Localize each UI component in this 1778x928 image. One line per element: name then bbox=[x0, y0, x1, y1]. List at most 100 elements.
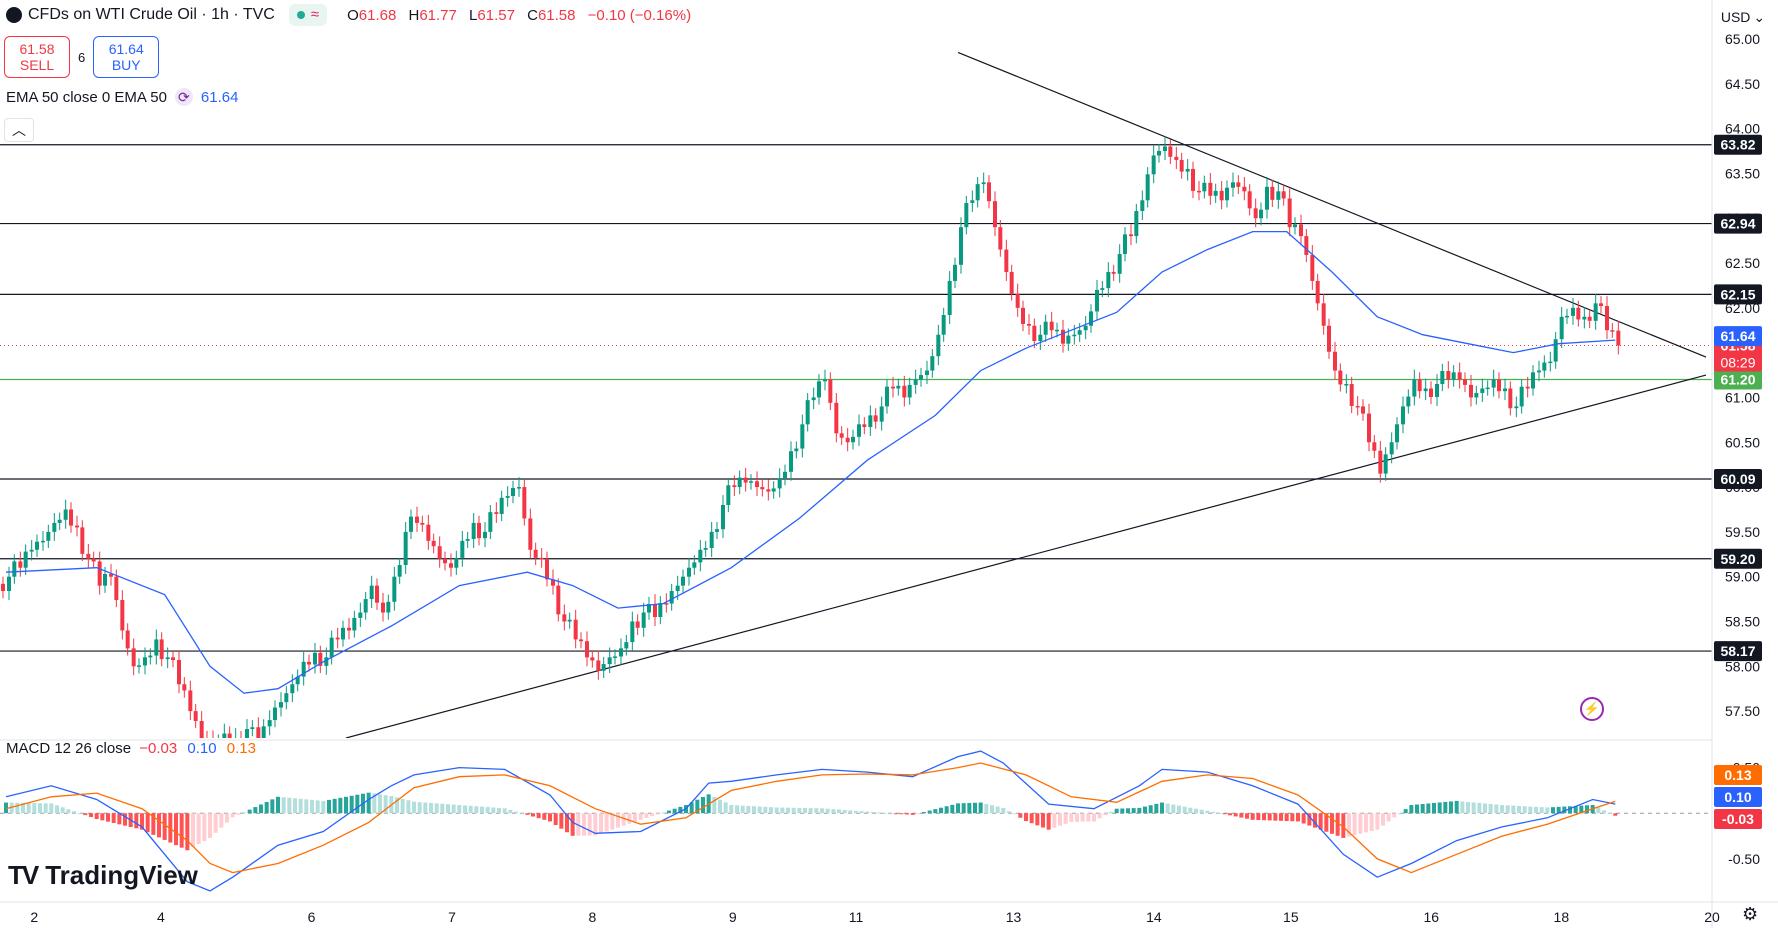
candle-body bbox=[777, 478, 782, 489]
macd-histogram-bar bbox=[859, 811, 864, 814]
candle-body bbox=[7, 576, 11, 592]
macd-histogram-bar bbox=[287, 797, 292, 814]
candle-body bbox=[1519, 386, 1524, 407]
candle-body bbox=[987, 182, 991, 202]
candle-body bbox=[1293, 224, 1297, 228]
macd-histogram-bar bbox=[332, 798, 337, 814]
symbol-title[interactable]: CFDs on WTI Crude Oil · 1h · TVC bbox=[28, 6, 275, 23]
candle-body bbox=[1457, 372, 1462, 380]
candle-body bbox=[970, 200, 975, 203]
macd-histogram-bar bbox=[1386, 813, 1391, 822]
collapse-legend-button[interactable]: ︿ bbox=[4, 118, 34, 142]
macd-histogram-bar bbox=[293, 798, 297, 814]
macd-histogram-bar bbox=[1500, 805, 1504, 814]
macd-line bbox=[5, 750, 1616, 892]
candle-body bbox=[800, 424, 805, 449]
currency-selector[interactable]: USD ⌄ bbox=[1714, 6, 1772, 28]
candle-body bbox=[1111, 271, 1116, 274]
price-tick-label: 58.00 bbox=[1725, 658, 1760, 674]
macd-histogram-bar bbox=[627, 813, 632, 824]
macd-histogram-bar bbox=[774, 807, 779, 814]
candle-body bbox=[1276, 191, 1281, 200]
chart-header: CFDs on WTI Crude Oil · 1h · TVC ≈ O61.6… bbox=[0, 0, 699, 30]
macd-histogram-bar bbox=[939, 807, 943, 814]
macd-histogram-bar bbox=[497, 807, 501, 814]
candle-body bbox=[1412, 379, 1417, 397]
macd-histogram-bar bbox=[463, 805, 467, 814]
candle-body bbox=[318, 652, 323, 666]
macd-panel bbox=[0, 750, 1712, 892]
trendline bbox=[345, 374, 1707, 738]
macd-histogram-bar bbox=[468, 805, 473, 814]
candle-body bbox=[1485, 387, 1490, 390]
candle-body bbox=[1287, 198, 1292, 228]
macd-histogram-bar bbox=[185, 813, 190, 851]
sell-button[interactable]: 61.58 SELL bbox=[4, 36, 70, 78]
macd-histogram-bar bbox=[1120, 808, 1125, 814]
candle-body bbox=[1491, 379, 1496, 388]
open-label: O bbox=[347, 6, 359, 24]
macd-histogram-bar bbox=[1466, 801, 1470, 814]
macd-histogram-bar bbox=[1052, 813, 1057, 828]
candle-body bbox=[998, 227, 1003, 250]
candle-body bbox=[721, 504, 725, 530]
refresh-icon[interactable]: ⟳ bbox=[174, 88, 193, 106]
ema-legend[interactable]: EMA 50 close 0 EMA 50 ⟳ 61.64 bbox=[6, 88, 238, 106]
macd-histogram-bar bbox=[1551, 807, 1555, 814]
candle-body bbox=[1038, 334, 1043, 341]
candle-body bbox=[1548, 361, 1553, 364]
macd-histogram-bar bbox=[525, 813, 530, 815]
macd-histogram-bar bbox=[1352, 813, 1357, 836]
candle-body bbox=[465, 539, 470, 541]
candle-body bbox=[347, 627, 351, 631]
candle-body bbox=[1559, 316, 1564, 340]
candle-body bbox=[494, 512, 499, 514]
market-status-badge[interactable]: ≈ bbox=[288, 4, 328, 26]
macd-histogram-bar bbox=[1358, 813, 1363, 834]
gear-icon[interactable]: ⚙ bbox=[1742, 904, 1759, 924]
macd-histogram-bar bbox=[230, 813, 235, 818]
macd-histogram-bar bbox=[1568, 806, 1572, 814]
trendline bbox=[957, 51, 1707, 358]
macd-histogram-bar bbox=[1517, 805, 1521, 814]
macd-histogram-bar bbox=[89, 813, 93, 818]
macd-histogram-bar bbox=[638, 813, 643, 820]
tradingview-mark-icon: TV bbox=[8, 860, 39, 890]
candle-body bbox=[1537, 370, 1541, 373]
macd-histogram-bar bbox=[616, 813, 620, 828]
macd-histogram-bar bbox=[1335, 813, 1340, 836]
candle-body bbox=[562, 614, 567, 622]
candle-body bbox=[692, 562, 697, 568]
candle-body bbox=[964, 202, 969, 228]
candle-body bbox=[607, 657, 612, 665]
macd-histogram-bar bbox=[1324, 813, 1329, 832]
macd-histogram-bar bbox=[1273, 813, 1278, 821]
macd-histogram-bar bbox=[514, 811, 518, 814]
low-value: 61.57 bbox=[477, 6, 515, 24]
macd-histogram-bar bbox=[1126, 808, 1130, 814]
macd-value-label: -0.03 bbox=[1722, 811, 1754, 827]
candle-body bbox=[1089, 311, 1093, 326]
tradingview-logo[interactable]: TV TradingView bbox=[8, 860, 198, 891]
macd-histogram-bar bbox=[1437, 802, 1442, 814]
macd-histogram-bar bbox=[1097, 813, 1102, 819]
candle-body bbox=[1197, 190, 1201, 193]
macd-histogram-bar bbox=[1488, 803, 1493, 814]
candle-body bbox=[290, 684, 295, 694]
lightning-icon[interactable]: ⚡ bbox=[1580, 697, 1604, 721]
time-tick-label: 15 bbox=[1283, 909, 1299, 925]
candle-body bbox=[1015, 293, 1020, 308]
macd-legend[interactable]: MACD 12 26 close −0.03 0.10 0.13 bbox=[6, 740, 256, 757]
candle-body bbox=[1049, 321, 1054, 331]
macd-histogram-bar bbox=[1080, 813, 1085, 822]
macd-histogram-bar bbox=[593, 813, 598, 836]
candle-body bbox=[1605, 306, 1609, 331]
macd-histogram-bar bbox=[434, 803, 439, 814]
candle-body bbox=[1338, 370, 1343, 385]
macd-histogram-bar bbox=[655, 813, 660, 815]
buy-button[interactable]: 61.64 BUY bbox=[93, 36, 160, 78]
candle-body bbox=[131, 648, 136, 667]
macd-histogram-bar bbox=[338, 797, 343, 814]
candle-body bbox=[647, 604, 651, 613]
